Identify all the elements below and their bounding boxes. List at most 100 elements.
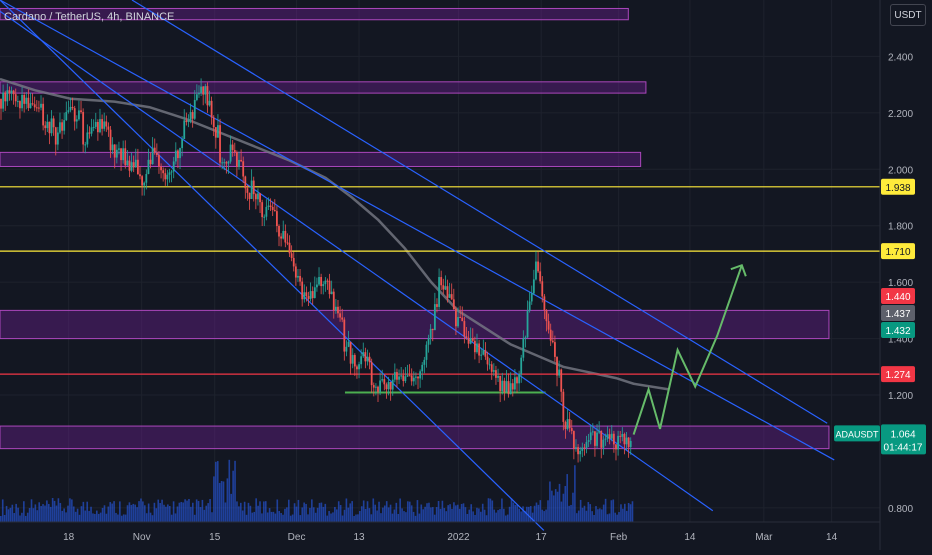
- volume-bar: [72, 506, 75, 522]
- candle-body: [233, 149, 236, 153]
- candle-body: [615, 444, 617, 450]
- candle-body: [358, 364, 360, 370]
- candle-body: [160, 166, 162, 171]
- volume-bar: [458, 508, 461, 522]
- volume-bar: [111, 503, 113, 522]
- volume-bar: [99, 512, 102, 522]
- volume-bar: [301, 507, 304, 522]
- candle-body: [214, 127, 217, 138]
- candle-body: [585, 441, 588, 449]
- candle-body: [35, 107, 38, 109]
- volume-bar: [203, 509, 206, 522]
- candle-body: [147, 159, 150, 175]
- volume-bar: [157, 499, 160, 522]
- price-axis-tick-label: 2.000: [888, 165, 913, 176]
- candle-body: [549, 329, 552, 341]
- candle-body: [101, 119, 103, 129]
- volume-bar: [78, 514, 81, 522]
- volume-bar: [145, 513, 148, 522]
- candle-body: [105, 121, 108, 127]
- candle-body: [448, 294, 451, 298]
- volume-bar: [597, 509, 599, 522]
- volume-bar: [583, 505, 586, 522]
- volume-bar: [593, 514, 595, 522]
- candle-body: [433, 304, 436, 331]
- volume-bar: [491, 500, 494, 522]
- volume-bar: [422, 509, 424, 522]
- volume-bar: [608, 513, 611, 522]
- candle-body: [589, 432, 592, 441]
- volume-bar: [23, 501, 25, 522]
- candle-body: [457, 317, 459, 327]
- volume-bar: [193, 514, 196, 522]
- volume-bar: [345, 498, 348, 522]
- volume-bar: [357, 514, 359, 522]
- candle-body: [225, 162, 228, 164]
- candle-body: [396, 372, 398, 380]
- volume-bar: [57, 498, 60, 522]
- candle-body: [345, 346, 348, 352]
- volume-bar: [92, 513, 94, 522]
- candle-body: [221, 162, 224, 164]
- volume-bar: [312, 507, 315, 522]
- time-axis-tick-label: 14: [684, 532, 696, 543]
- candle-body: [14, 94, 17, 102]
- candle-body: [10, 90, 13, 94]
- volume-bar: [180, 501, 183, 522]
- candle-body: [326, 280, 329, 282]
- volume-bar: [387, 507, 390, 522]
- volume-bar: [395, 502, 398, 522]
- symbol-title[interactable]: Cardano / TetherUS, 4h, BINANCE: [4, 11, 175, 23]
- volume-bar: [226, 478, 229, 522]
- volume-bar: [424, 506, 426, 522]
- volume-bar: [167, 504, 169, 522]
- volume-bar: [464, 507, 467, 522]
- volume-bar: [522, 506, 524, 522]
- projection-arrowhead: [730, 263, 747, 277]
- volume-bar: [240, 502, 242, 522]
- candle-body: [195, 94, 198, 100]
- candle-body: [452, 299, 455, 310]
- time-axis-tick-label: Nov: [133, 532, 151, 543]
- candle-body: [12, 90, 15, 95]
- volume-bar: [487, 498, 490, 522]
- time-axis-tick-label: Feb: [610, 532, 628, 543]
- volume-bar: [76, 508, 79, 522]
- candle-body: [82, 112, 85, 145]
- candle-body: [303, 292, 306, 300]
- candle-body: [8, 90, 11, 94]
- volume-bar: [353, 515, 355, 522]
- currency-badge[interactable]: USDT: [890, 4, 926, 26]
- volume-bar: [541, 509, 544, 522]
- candle-body: [56, 132, 59, 145]
- volume-bar: [314, 512, 317, 522]
- volume-bar: [49, 506, 52, 522]
- volume-bar: [516, 504, 519, 522]
- volume-bar: [631, 501, 634, 522]
- candle-body: [524, 337, 527, 339]
- volume-bar: [385, 501, 388, 522]
- price-axis-tick-label: 0.800: [888, 504, 913, 515]
- volume-bar: [197, 500, 200, 522]
- candle-body: [73, 108, 76, 122]
- volume-bar: [96, 510, 98, 522]
- candle-body: [242, 161, 245, 177]
- candle-body: [149, 159, 152, 165]
- volume-bar: [558, 483, 561, 522]
- volume-bar: [418, 513, 421, 522]
- candle-body: [88, 132, 91, 134]
- trend-line: [131, 0, 828, 424]
- volume-bar: [483, 509, 486, 522]
- volume-bar: [213, 476, 215, 522]
- candle-body: [587, 440, 590, 442]
- candle-body: [99, 119, 101, 133]
- candle-body: [23, 94, 26, 104]
- volume-bar: [94, 513, 96, 522]
- volume-bar: [604, 498, 607, 522]
- volume-bar: [529, 506, 532, 522]
- volume-bar: [90, 506, 92, 522]
- candle-body: [425, 344, 428, 360]
- candle-body: [385, 384, 388, 390]
